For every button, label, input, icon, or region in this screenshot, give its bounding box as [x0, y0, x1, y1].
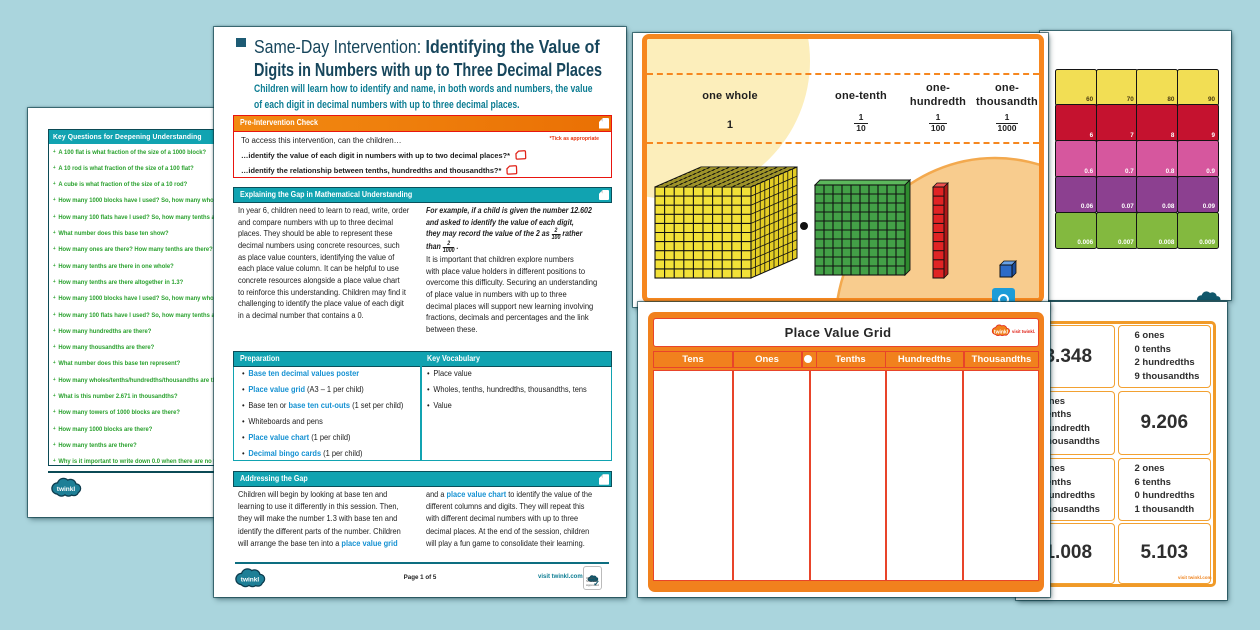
svg-text:twinkl: twinkl [241, 577, 260, 584]
svg-text:visit twinkl.com: visit twinkl.com [1012, 329, 1035, 334]
svg-text:twinkl: twinkl [57, 486, 76, 493]
svg-text:twinkl: twinkl [994, 329, 1009, 335]
